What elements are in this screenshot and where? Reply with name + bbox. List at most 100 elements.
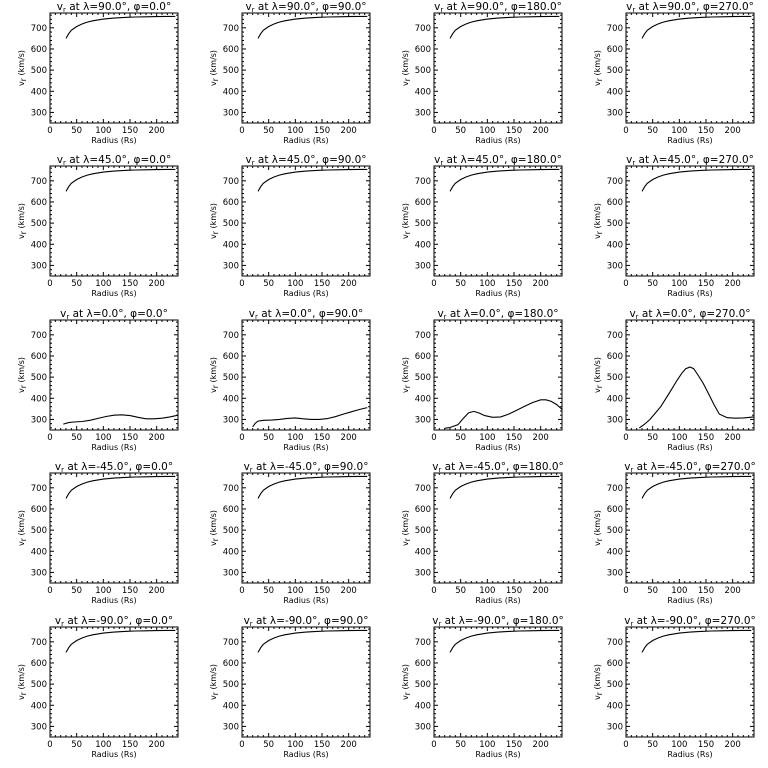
x-tick-label: 0 <box>623 279 628 289</box>
x-tick-label: 150 <box>506 279 522 289</box>
plot-frame <box>625 12 755 124</box>
panel-6: vr at λ=45.0°, φ=90.0° 0 50 100 150 200 300 400… <box>209 154 371 298</box>
y-tick-label: 700 <box>223 638 239 648</box>
x-tick-label: 150 <box>314 433 330 443</box>
y-axis-label: vr (km/s) <box>17 203 28 239</box>
x-tick-label: 150 <box>506 126 522 136</box>
y-tick-label: 300 <box>223 722 239 732</box>
y-tick-label: 400 <box>31 240 47 250</box>
y-tick-label: 500 <box>607 219 623 229</box>
panel-20: vr at λ=-90.0°, φ=270.0° 0 50 100 150 200 300 4… <box>593 615 756 759</box>
x-tick-label: 50 <box>647 126 658 136</box>
x-tick-label: 200 <box>341 279 357 289</box>
y-tick-label: 700 <box>223 331 239 341</box>
x-tick-label: 50 <box>455 586 466 596</box>
x-tick-label: 0 <box>431 126 436 136</box>
y-tick-label: 500 <box>415 219 431 229</box>
x-axis-label: Radius (Rs) <box>475 289 520 298</box>
x-axis-label: Radius (Rs) <box>667 289 712 298</box>
x-tick-label: 50 <box>455 433 466 443</box>
y-tick-label: 500 <box>415 680 431 690</box>
x-axis-label: Radius (Rs) <box>91 136 136 145</box>
y-tick-label: 400 <box>607 87 623 97</box>
x-tick-label: 0 <box>239 740 244 750</box>
y-axis-label: vr (km/s) <box>401 203 412 239</box>
x-axis-label: Radius (Rs) <box>91 443 136 452</box>
plot-frame <box>433 472 563 584</box>
y-tick-label: 500 <box>415 66 431 76</box>
x-tick-label: 0 <box>623 740 628 750</box>
plot-frame <box>49 626 179 738</box>
y-tick-label: 400 <box>415 87 431 97</box>
panel-5: vr at λ=45.0°, φ=0.0° 0 50 100 150 200 300 400 5… <box>17 154 179 298</box>
y-axis-label: vr (km/s) <box>593 357 604 393</box>
x-tick-label: 150 <box>122 740 138 750</box>
x-axis-label: Radius (Rs) <box>475 443 520 452</box>
x-tick-label: 100 <box>479 586 495 596</box>
y-tick-label: 600 <box>415 659 431 669</box>
plot-frame <box>625 165 755 277</box>
x-axis-label: Radius (Rs) <box>475 136 520 145</box>
panel-16: vr at λ=-45.0°, φ=270.0° 0 50 100 150 200 300 4… <box>593 461 756 605</box>
plot-frame <box>241 165 371 277</box>
y-axis-label: vr (km/s) <box>209 664 220 700</box>
panel-9: vr at λ=0.0°, φ=0.0° 0 50 100 150 200 300 400 50… <box>17 308 179 452</box>
panel-title: vr at λ=-45.0°, φ=270.0° <box>624 461 756 474</box>
x-tick-label: 50 <box>71 126 82 136</box>
x-tick-label: 100 <box>287 126 303 136</box>
panel-title: vr at λ=90.0°, φ=90.0° <box>245 1 366 14</box>
y-tick-label: 300 <box>607 415 623 425</box>
y-tick-label: 300 <box>415 415 431 425</box>
x-tick-label: 100 <box>479 279 495 289</box>
x-tick-label: 150 <box>698 740 714 750</box>
y-tick-label: 600 <box>223 45 239 55</box>
series-line <box>257 475 368 499</box>
y-tick-label: 600 <box>607 198 623 208</box>
series-line <box>257 15 368 39</box>
panel-title: vr at λ=45.0°, φ=270.0° <box>626 154 754 167</box>
y-tick-label: 700 <box>607 638 623 648</box>
y-axis-label: vr (km/s) <box>209 357 220 393</box>
y-tick-label: 500 <box>415 526 431 536</box>
y-axis-label: vr (km/s) <box>401 664 412 700</box>
series-line <box>449 475 560 499</box>
y-tick-label: 400 <box>223 87 239 97</box>
y-tick-label: 700 <box>223 24 239 34</box>
x-axis-label: Radius (Rs) <box>283 443 328 452</box>
x-axis-label: Radius (Rs) <box>667 136 712 145</box>
x-tick-label: 150 <box>506 433 522 443</box>
x-tick-label: 150 <box>122 433 138 443</box>
x-tick-label: 100 <box>671 433 687 443</box>
x-tick-label: 150 <box>698 433 714 443</box>
y-tick-label: 600 <box>223 198 239 208</box>
x-tick-label: 150 <box>698 126 714 136</box>
y-tick-label: 400 <box>223 394 239 404</box>
panel-title: vr at λ=45.0°, φ=0.0° <box>57 154 171 167</box>
y-tick-label: 400 <box>223 240 239 250</box>
y-tick-label: 500 <box>31 66 47 76</box>
panel-4: vr at λ=90.0°, φ=270.0° 0 50 100 150 200 300 40… <box>593 1 755 145</box>
y-tick-label: 300 <box>415 261 431 271</box>
y-axis-label: vr (km/s) <box>17 510 28 546</box>
x-axis-label: Radius (Rs) <box>283 136 328 145</box>
x-tick-label: 200 <box>341 126 357 136</box>
panel-title: vr at λ=45.0°, φ=180.0° <box>434 154 562 167</box>
x-tick-label: 150 <box>314 126 330 136</box>
series-line <box>257 168 368 192</box>
x-tick-label: 200 <box>149 279 165 289</box>
panel-18: vr at λ=-90.0°, φ=90.0° 0 50 100 150 200 300 40… <box>209 615 371 759</box>
y-tick-label: 400 <box>415 701 431 711</box>
x-tick-label: 200 <box>725 126 741 136</box>
x-tick-label: 50 <box>455 279 466 289</box>
y-tick-label: 700 <box>415 177 431 187</box>
panel-8: vr at λ=45.0°, φ=270.0° 0 50 100 150 200 300 40… <box>593 154 755 298</box>
panel-13: vr at λ=-45.0°, φ=0.0° 0 50 100 150 200 300 400… <box>17 461 179 605</box>
panel-title: vr at λ=0.0°, φ=270.0° <box>629 308 750 321</box>
panel-14: vr at λ=-45.0°, φ=90.0° 0 50 100 150 200 300 40… <box>209 461 371 605</box>
y-tick-label: 600 <box>223 352 239 362</box>
x-tick-label: 100 <box>95 740 111 750</box>
x-axis-label: Radius (Rs) <box>283 289 328 298</box>
panel-title: vr at λ=45.0°, φ=90.0° <box>245 154 366 167</box>
y-tick-label: 600 <box>607 352 623 362</box>
y-axis-label: vr (km/s) <box>209 510 220 546</box>
